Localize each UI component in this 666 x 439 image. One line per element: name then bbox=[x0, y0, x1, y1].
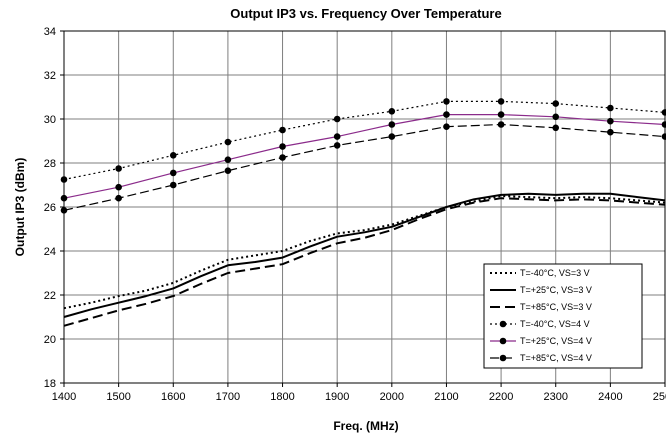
legend-item: T=+85°C, VS=4 V bbox=[490, 353, 592, 363]
series-5 bbox=[60, 111, 666, 202]
series-2 bbox=[63, 192, 666, 318]
x-tick-label: 1800 bbox=[270, 391, 294, 403]
data-point bbox=[552, 124, 560, 132]
x-tick-label: 2500 bbox=[653, 391, 666, 403]
x-tick-label: 2200 bbox=[489, 391, 513, 403]
legend-item: T=+25°C, VS=3 V bbox=[490, 285, 592, 295]
x-tick-label: 1900 bbox=[325, 391, 349, 403]
data-point bbox=[388, 108, 396, 115]
legend: T=-40°C, VS=3 V T=+25°C, VS=3 V T=+85°C, V… bbox=[483, 263, 643, 369]
legend-label: T=+85°C, VS=3 V bbox=[520, 302, 592, 312]
data-point bbox=[224, 156, 232, 163]
data-point bbox=[279, 126, 286, 134]
legend-label: T=+25°C, VS=3 V bbox=[520, 285, 592, 295]
series-1 bbox=[63, 195, 666, 310]
data-point bbox=[115, 194, 122, 202]
legend-marker bbox=[499, 337, 507, 345]
x-tick-label: 2400 bbox=[598, 391, 622, 403]
data-point bbox=[661, 121, 666, 128]
x-tick-label: 2300 bbox=[543, 391, 567, 403]
series-group bbox=[60, 98, 666, 327]
series-4 bbox=[60, 98, 666, 183]
data-point bbox=[333, 115, 341, 123]
legend-label: T=-40°C, VS=4 V bbox=[520, 319, 590, 329]
data-point bbox=[388, 121, 396, 128]
data-point bbox=[115, 165, 122, 172]
data-point bbox=[169, 169, 177, 177]
data-point bbox=[333, 142, 341, 149]
data-point bbox=[497, 111, 505, 118]
data-point bbox=[169, 181, 177, 189]
data-point bbox=[497, 98, 505, 105]
y-tick-label: 20 bbox=[44, 334, 56, 346]
series-line-2 bbox=[63, 192, 666, 318]
data-point bbox=[552, 113, 560, 121]
data-point bbox=[60, 194, 68, 202]
series-6 bbox=[60, 121, 666, 214]
data-point bbox=[443, 111, 450, 118]
chart-title: Output IP3 vs. Frequency Over Temperatur… bbox=[230, 6, 501, 21]
legend-label: T=+25°C, VS=4 V bbox=[520, 336, 592, 346]
legend-label: T=-40°C, VS=3 V bbox=[520, 268, 590, 278]
data-point bbox=[443, 123, 450, 130]
x-tick-label: 1600 bbox=[161, 391, 185, 403]
y-tick-label: 30 bbox=[44, 114, 56, 126]
y-tick-label: 32 bbox=[44, 70, 56, 82]
y-tick-label: 26 bbox=[44, 202, 56, 214]
legend-item: T=+85°C, VS=3 V bbox=[490, 302, 592, 312]
data-point bbox=[60, 207, 68, 214]
legend-item: T=-40°C, VS=4 V bbox=[490, 319, 590, 329]
x-tick-label: 1700 bbox=[216, 391, 240, 403]
legend-item: T=+25°C, VS=4 V bbox=[490, 336, 592, 346]
series-line-1 bbox=[63, 195, 666, 310]
data-point bbox=[661, 109, 666, 116]
x-tick-label: 1400 bbox=[52, 391, 76, 403]
data-point bbox=[224, 167, 232, 174]
y-tick-label: 24 bbox=[44, 246, 56, 258]
x-tick-label: 2000 bbox=[380, 391, 404, 403]
series-line-6 bbox=[63, 123, 666, 211]
legend-item: T=-40°C, VS=3 V bbox=[490, 268, 590, 278]
data-point bbox=[115, 183, 122, 191]
data-point bbox=[552, 100, 560, 107]
data-point bbox=[60, 176, 68, 183]
data-point bbox=[607, 117, 614, 125]
data-point bbox=[607, 104, 614, 112]
y-tick-label: 18 bbox=[44, 378, 56, 390]
series-line-4 bbox=[63, 100, 666, 181]
data-point bbox=[224, 138, 232, 146]
data-point bbox=[388, 133, 396, 140]
data-point bbox=[443, 98, 450, 105]
legend-box bbox=[483, 263, 643, 369]
data-point bbox=[333, 133, 341, 140]
y-axis-label: Output IP3 (dBm) bbox=[13, 158, 27, 257]
data-point bbox=[279, 143, 286, 150]
x-tick-label: 1500 bbox=[106, 391, 130, 403]
data-point bbox=[279, 154, 286, 161]
legend-marker bbox=[499, 354, 507, 362]
axis-ticks: 1400 1500 1600 1700 1800 1900 2000 2100 2200 2300… bbox=[44, 26, 666, 403]
legend-label: T=+85°C, VS=4 V bbox=[520, 353, 592, 363]
data-point bbox=[607, 128, 614, 136]
data-point bbox=[497, 121, 505, 128]
x-axis-label: Freq. (MHz) bbox=[333, 419, 398, 433]
data-point bbox=[661, 133, 666, 140]
x-tick-label: 2100 bbox=[434, 391, 458, 403]
y-tick-label: 34 bbox=[44, 26, 56, 38]
data-point bbox=[169, 152, 177, 159]
y-tick-label: 28 bbox=[44, 158, 56, 170]
legend-marker bbox=[499, 320, 507, 328]
series-line-5 bbox=[63, 114, 666, 199]
y-tick-label: 22 bbox=[44, 290, 56, 302]
